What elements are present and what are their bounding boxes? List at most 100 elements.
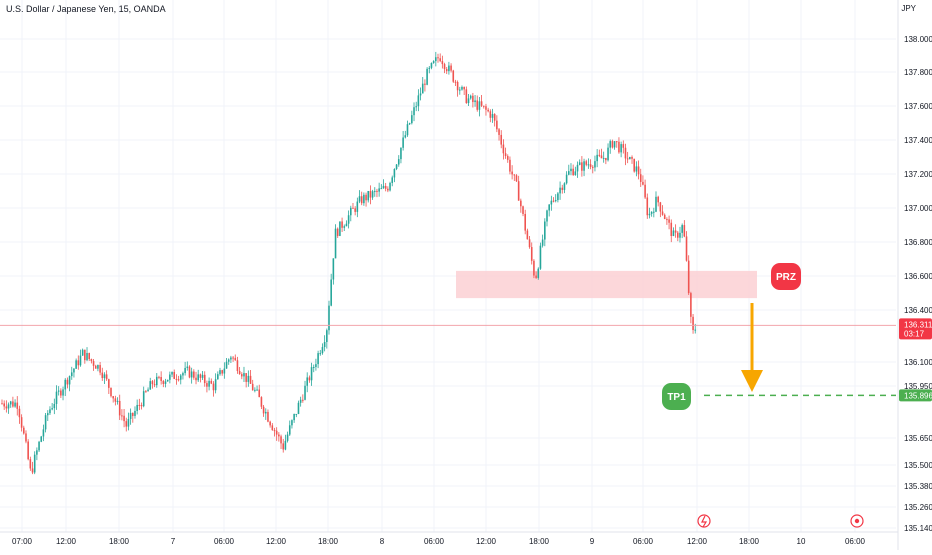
candle-body <box>264 411 267 414</box>
candle-body <box>631 156 633 159</box>
candle-body <box>182 373 184 376</box>
prz-badge <box>771 263 801 290</box>
candle-body <box>552 200 555 202</box>
candle-body <box>635 166 638 172</box>
candle-body <box>195 377 197 381</box>
candle-body <box>637 166 640 175</box>
candle-body <box>49 409 51 414</box>
candle-body <box>236 360 239 371</box>
price-tick-label: 137.400 <box>904 136 932 145</box>
candle-body <box>166 379 169 382</box>
candle-body <box>644 184 646 198</box>
candle-body <box>450 65 452 71</box>
candle-body <box>84 349 86 361</box>
candle-body <box>188 366 191 378</box>
candle-body <box>589 164 592 167</box>
candle-body <box>326 330 328 343</box>
candle-body <box>655 196 657 212</box>
candle-body <box>670 222 673 237</box>
candle-body <box>653 211 655 213</box>
candle-body <box>321 347 324 354</box>
target-price-value: 135.896 <box>904 391 932 400</box>
candle-body <box>352 207 354 209</box>
candle-body <box>31 468 34 473</box>
candle-body <box>173 372 176 379</box>
candle-body <box>633 158 635 172</box>
prz-zone <box>456 270 757 299</box>
candle-body <box>16 402 19 409</box>
tp1-label: TP1 <box>667 392 686 403</box>
candle-body <box>663 214 666 220</box>
candle-body <box>411 115 413 124</box>
candle-body <box>105 374 108 380</box>
time-tick-label: 9 <box>590 537 595 546</box>
candle-body <box>197 374 199 381</box>
lightning-bolt-icon <box>701 515 708 528</box>
candle-body <box>472 95 474 103</box>
candle-body <box>441 61 444 65</box>
candle-body <box>114 398 117 402</box>
candle-body <box>3 403 5 407</box>
price-tick-label: 135.650 <box>904 434 932 443</box>
candle-body <box>397 159 400 165</box>
candle-body <box>273 430 276 432</box>
candle-body <box>88 353 90 360</box>
candle-body <box>413 107 415 116</box>
target-price-tag <box>899 389 932 402</box>
candle-body <box>679 232 681 238</box>
candle-body <box>476 100 479 110</box>
candle-body <box>46 413 49 416</box>
candle-body <box>685 236 688 261</box>
candle-body <box>125 421 128 427</box>
candle-body <box>391 177 394 183</box>
time-tick-label: 18:00 <box>318 537 339 546</box>
countdown-value: 03:17 <box>904 329 925 338</box>
candle-body <box>299 399 302 403</box>
candle-body <box>687 260 690 294</box>
candle-body <box>596 154 598 162</box>
candle-body <box>380 188 383 190</box>
candle-body <box>467 98 470 104</box>
candle-body <box>330 279 332 306</box>
candle-body <box>116 400 119 402</box>
candle-body <box>387 188 389 191</box>
candle-body <box>533 260 535 276</box>
candle-body <box>129 412 132 419</box>
candle-body <box>419 93 422 96</box>
candle-body <box>134 410 136 416</box>
candle-body <box>408 123 411 125</box>
candle-body <box>179 375 182 380</box>
price-tick-label: 135.140 <box>904 524 932 533</box>
time-tick-label: 18:00 <box>109 537 130 546</box>
candle-body <box>347 215 350 224</box>
candle-body <box>260 397 263 407</box>
candle-body <box>33 454 36 473</box>
price-tick-label: 138.000 <box>904 35 932 44</box>
candle-body <box>681 225 683 233</box>
candle-body <box>465 89 468 104</box>
candle-body <box>511 171 513 175</box>
time-tick-label: 06:00 <box>633 537 654 546</box>
candle-body <box>164 381 167 384</box>
candle-body <box>94 365 97 369</box>
candle-body <box>155 376 158 386</box>
price-tick-label: 136.800 <box>904 238 932 247</box>
candle-body <box>583 161 585 171</box>
candle-body <box>539 245 542 269</box>
candle-body <box>147 389 149 392</box>
event-dot-icon <box>854 518 860 524</box>
candle-body <box>27 441 29 460</box>
candle-body <box>7 404 10 409</box>
lightning-icon <box>697 514 711 528</box>
candle-body <box>524 213 526 231</box>
candle-body <box>415 106 417 108</box>
candle-body <box>350 207 352 216</box>
candle-body <box>517 181 520 201</box>
candle-body <box>504 153 507 157</box>
time-tick-label: 18:00 <box>529 537 550 546</box>
candle-body <box>297 402 300 414</box>
candle-body <box>443 64 446 70</box>
